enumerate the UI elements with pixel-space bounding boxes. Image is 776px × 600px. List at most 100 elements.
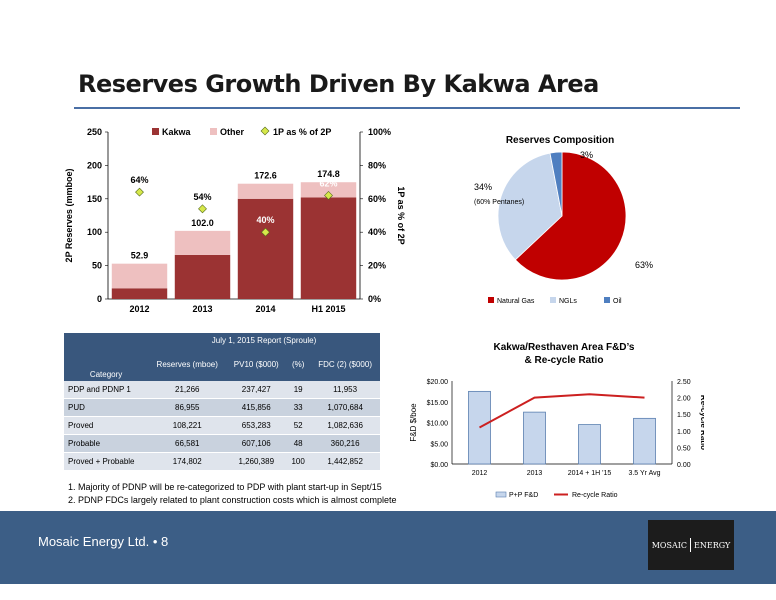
pie-slice bbox=[497, 152, 563, 261]
x-tick-label: H1 2015 bbox=[311, 304, 345, 314]
bar-kakwa bbox=[300, 197, 357, 299]
reserves-bar-chart: 0 50 100 150 200 250 0% 20% 40% 60% 80% 100% 2P Rese… bbox=[64, 126, 406, 314]
fd-y-tick-label: $20.00 bbox=[427, 379, 449, 386]
fd-legend-label-line: Re-cycle Ratio bbox=[572, 492, 618, 499]
fd-y2-tick-label: 1.00 bbox=[677, 429, 691, 436]
x-tick-label: 2012 bbox=[129, 304, 149, 314]
pie-slice bbox=[514, 151, 627, 281]
fd-x-tick-label: 3.5 Yr Avg bbox=[628, 470, 660, 477]
y2-tick-label: 100% bbox=[368, 127, 391, 137]
bar-kakwa bbox=[174, 254, 231, 299]
fd-y2-axis-label: Re-cycle Ratio bbox=[699, 395, 704, 450]
logo-text-right: ENERGY bbox=[694, 540, 731, 550]
footnote-item: Majority of PDNP will be re-categorized … bbox=[78, 482, 396, 492]
fd-legend-swatch-bar bbox=[495, 491, 507, 498]
fd-y-tick-label: $10.00 bbox=[427, 421, 449, 428]
fd-recycle-chart: Kakwa/Resthaven Area F&D’s & Re-cycle Rat… bbox=[409, 342, 704, 499]
pie-legend-label: Oil bbox=[613, 298, 622, 305]
x-tick-label: 2014 bbox=[255, 304, 275, 314]
bar-total-label: 102.0 bbox=[191, 218, 214, 228]
table-report-title: July 1, 2015 Report (Sproule) bbox=[148, 333, 380, 347]
y2-tick-label: 0% bbox=[368, 294, 381, 304]
table-cell: PUD bbox=[64, 398, 149, 417]
title-divider bbox=[74, 107, 740, 109]
footer-text: Mosaic Energy Ltd. • 8 bbox=[38, 534, 169, 549]
pie-legend-swatch bbox=[604, 297, 610, 303]
bar-kakwa bbox=[111, 288, 168, 299]
legend-label-kakwa: Kakwa bbox=[162, 127, 192, 137]
table-cell: Probable bbox=[64, 434, 149, 453]
x-tick-label: 2013 bbox=[192, 304, 212, 314]
legend-label-other: Other bbox=[220, 127, 245, 137]
footer-bar bbox=[0, 511, 776, 584]
table-cell: 360,216 bbox=[310, 434, 380, 453]
ratio-marker bbox=[198, 204, 207, 214]
y-tick-label: 100 bbox=[87, 227, 102, 237]
legend-swatch-kakwa bbox=[152, 128, 159, 135]
bar-other bbox=[111, 263, 168, 289]
pie-legend-label: Natural Gas bbox=[497, 298, 535, 305]
pie-label-ngl-note: (60% Pentanes) bbox=[474, 199, 524, 206]
ratio-marker bbox=[261, 227, 270, 237]
table-cell: 1,260,389 bbox=[226, 452, 287, 471]
ratio-marker bbox=[324, 191, 333, 200]
fd-bar bbox=[468, 390, 491, 465]
table-cell: 1,070,684 bbox=[310, 398, 380, 417]
ratio-label: 54% bbox=[193, 192, 211, 202]
table-cell: Proved + Probable bbox=[64, 452, 149, 471]
table-cell: 237,427 bbox=[226, 381, 287, 399]
logo-text-left: MOSAIC bbox=[651, 540, 688, 550]
table-header-category: Category bbox=[64, 333, 149, 381]
table-row: PDP and PDNP 1 21,266 237,427 19 11,953 bbox=[64, 381, 380, 399]
pie-label-ngls: 34% bbox=[474, 182, 492, 192]
ratio-marker bbox=[135, 187, 144, 197]
pie-legend-swatch bbox=[550, 297, 556, 303]
pie-legend-swatch bbox=[488, 297, 494, 303]
table-cell: 174,802 bbox=[148, 452, 227, 471]
fd-y-tick-label: $15.00 bbox=[427, 400, 449, 407]
y-tick-label: 200 bbox=[87, 160, 102, 170]
fd-y2-tick-label: 2.00 bbox=[677, 396, 691, 403]
table-cell: 19 bbox=[286, 381, 311, 399]
y-axis-label: 2P Reserves (mmboe) bbox=[64, 169, 74, 263]
page-title: Reserves Growth Driven By Kakwa Area bbox=[78, 70, 599, 98]
table-cell: 415,856 bbox=[226, 398, 287, 417]
fd-subtitle: & Re-cycle Ratio bbox=[525, 355, 604, 366]
table-cell: 1,442,852 bbox=[310, 452, 380, 471]
table-cell: 52 bbox=[286, 416, 311, 435]
table-row-total: Proved + Probable 174,802 1,260,389 100 … bbox=[64, 452, 380, 471]
fd-bar bbox=[523, 411, 546, 465]
table-header-reserves: Reserves (mboe) bbox=[148, 347, 227, 381]
company-logo: MOSAIC ENERGY bbox=[648, 520, 734, 570]
bar-other bbox=[237, 183, 294, 199]
bar-total-label: 172.6 bbox=[254, 171, 277, 181]
y-tick-label: 0 bbox=[97, 294, 102, 304]
table-row: PUD 86,955 415,856 33 1,070,684 bbox=[64, 398, 380, 417]
fd-x-tick-label: 2014 + 1H '15 bbox=[568, 470, 612, 477]
table-header-percent: (%) bbox=[286, 347, 311, 381]
y-tick-label: 50 bbox=[92, 261, 102, 271]
fd-y-tick-label: $0.00 bbox=[430, 462, 448, 469]
pie-slice bbox=[549, 151, 563, 217]
legend-swatch-other bbox=[210, 128, 217, 135]
fd-bar bbox=[578, 424, 601, 465]
fd-legend-label-bar: P+P F&D bbox=[509, 492, 538, 499]
y-tick-label: 250 bbox=[87, 127, 102, 137]
bar-other bbox=[300, 182, 357, 198]
legend-swatch-ratio bbox=[260, 126, 270, 136]
fd-x-tick-label: 2012 bbox=[472, 470, 488, 477]
table-cell: 108,221 bbox=[148, 416, 227, 435]
y2-tick-label: 80% bbox=[368, 160, 386, 170]
logo-divider bbox=[690, 538, 692, 552]
footnote-item: PDNP FDCs largely related to plant const… bbox=[78, 495, 396, 505]
bar-other bbox=[174, 230, 231, 255]
table-cell: 653,283 bbox=[226, 416, 287, 435]
ratio-label: 62% bbox=[319, 178, 337, 188]
y2-axis-label: 1P as % of 2P bbox=[396, 186, 406, 244]
table-cell: 100 bbox=[286, 452, 311, 471]
y2-tick-label: 40% bbox=[368, 227, 386, 237]
table-row: Proved 108,221 653,283 52 1,082,636 bbox=[64, 416, 380, 435]
bar-total-label: 52.9 bbox=[131, 251, 149, 261]
recycle-line bbox=[479, 393, 645, 429]
table-cell: 11,953 bbox=[310, 381, 380, 399]
